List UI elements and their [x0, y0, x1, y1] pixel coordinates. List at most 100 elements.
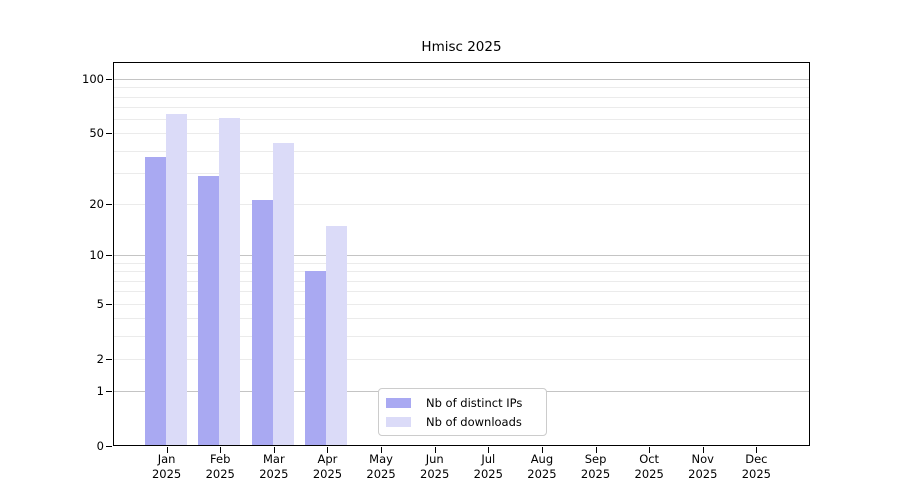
y-tick: [106, 446, 112, 447]
x-label-month: Nov: [691, 452, 714, 466]
y-tick-label: 10: [89, 248, 104, 263]
x-label-month: Aug: [530, 452, 554, 466]
bar-downloads-mar: [272, 143, 294, 445]
x-label-year: 2025: [205, 466, 235, 481]
x-label-month: Jan: [157, 452, 176, 466]
y-tick-label: 5: [96, 296, 104, 311]
x-label-year: 2025: [420, 466, 450, 481]
y-tick-label: 2: [96, 351, 104, 366]
y-tick: [106, 79, 112, 80]
gridline-minor: [114, 271, 809, 273]
x-tick: [541, 447, 543, 453]
y-tick: [106, 203, 112, 205]
x-tick: [220, 447, 222, 453]
bar-distinct-ips-feb: [198, 175, 220, 445]
x-label-month: Jul: [481, 452, 496, 466]
x-tick-label: Feb 2025: [193, 452, 247, 481]
x-tick: [756, 447, 758, 453]
gridline-minor: [114, 303, 809, 305]
x-tick: [595, 447, 597, 453]
x-tick: [273, 447, 275, 453]
legend-swatch-downloads: [386, 416, 411, 427]
x-tick-label: Sep 2025: [569, 452, 623, 481]
gridline-minor: [114, 358, 809, 360]
x-label-year: 2025: [151, 466, 182, 481]
x-label-year: 2025: [688, 466, 718, 481]
x-label-month: Feb: [210, 452, 231, 466]
bar-distinct-ips-jan: [144, 156, 166, 445]
x-label-year: 2025: [741, 466, 772, 481]
y-tick: [106, 133, 112, 135]
bar-downloads-jan: [165, 114, 187, 445]
gridline-minor: [114, 318, 809, 319]
gridline-minor: [114, 335, 809, 337]
x-tick-label: Aug 2025: [515, 452, 569, 481]
x-tick-label: Oct 2025: [622, 452, 676, 481]
y-tick: [106, 303, 112, 305]
legend-item-downloads: Nb of downloads: [386, 415, 546, 429]
x-tick: [327, 447, 329, 453]
gridline-minor: [114, 87, 809, 89]
bar-downloads-feb: [219, 117, 241, 445]
legend-swatch-distinct-ips: [386, 397, 411, 408]
x-label-month: Sep: [584, 452, 607, 466]
plot-area: [113, 62, 810, 446]
legend-item-distinct-ips: Nb of distinct IPs: [386, 396, 546, 410]
gridline-major: [114, 255, 809, 257]
x-tick: [381, 447, 383, 453]
y-tick: [106, 358, 112, 360]
x-label-month: Apr: [317, 452, 338, 466]
x-label-year: 2025: [527, 466, 557, 481]
y-tick: [106, 255, 112, 257]
x-tick: [434, 447, 436, 453]
bar-distinct-ips-mar: [251, 200, 273, 445]
x-tick-label: Dec 2025: [729, 452, 783, 481]
x-label-year: 2025: [580, 466, 611, 481]
bar-distinct-ips-apr: [305, 271, 327, 445]
legend-label-distinct-ips: Nb of distinct IPs: [426, 395, 523, 410]
gridline-minor: [114, 280, 809, 282]
x-tick-label: May 2025: [354, 452, 408, 481]
gridline-minor: [114, 107, 809, 109]
x-label-month: May: [369, 452, 393, 466]
chart-title: Hmisc 2025: [421, 39, 502, 55]
x-label-year: 2025: [259, 466, 289, 481]
x-tick-label: Jun 2025: [408, 452, 462, 481]
x-tick-label: Nov 2025: [676, 452, 730, 481]
gridline-minor: [114, 291, 809, 293]
y-tick-label: 50: [89, 126, 104, 141]
x-label-month: Jun: [425, 452, 444, 466]
x-tick: [702, 447, 704, 453]
gridline-minor: [114, 150, 809, 152]
y-tick-label: 0: [96, 439, 104, 453]
x-label-year: 2025: [634, 466, 664, 481]
y-tick: [106, 390, 112, 392]
bar-downloads-apr: [326, 225, 348, 445]
x-label-month: Mar: [262, 452, 285, 466]
x-label-year: 2025: [473, 466, 503, 481]
x-label-month: Oct: [639, 452, 660, 466]
x-tick-label: Jan 2025: [140, 452, 194, 481]
gridline-minor: [114, 96, 809, 98]
x-tick-label: Apr 2025: [300, 452, 354, 481]
x-tick-label: Mar 2025: [247, 452, 301, 481]
gridline-major: [114, 79, 809, 80]
y-tick-label: 20: [89, 196, 104, 211]
gridline-minor: [114, 262, 809, 264]
gridline-minor: [114, 172, 809, 174]
y-tick-label: 1: [96, 383, 104, 398]
legend: Nb of distinct IPs Nb of downloads: [378, 388, 547, 436]
gridline-minor: [114, 133, 809, 135]
gridline-minor: [114, 119, 809, 121]
gridline-minor: [114, 203, 809, 205]
x-tick: [488, 447, 490, 453]
x-tick: [166, 447, 168, 453]
y-tick-label: 100: [82, 72, 104, 86]
x-tick: [649, 447, 651, 453]
x-label-year: 2025: [312, 466, 343, 481]
x-tick-label: Jul 2025: [461, 452, 515, 481]
x-label-month: Dec: [745, 452, 768, 466]
x-label-year: 2025: [366, 466, 396, 481]
legend-label-downloads: Nb of downloads: [426, 414, 522, 429]
